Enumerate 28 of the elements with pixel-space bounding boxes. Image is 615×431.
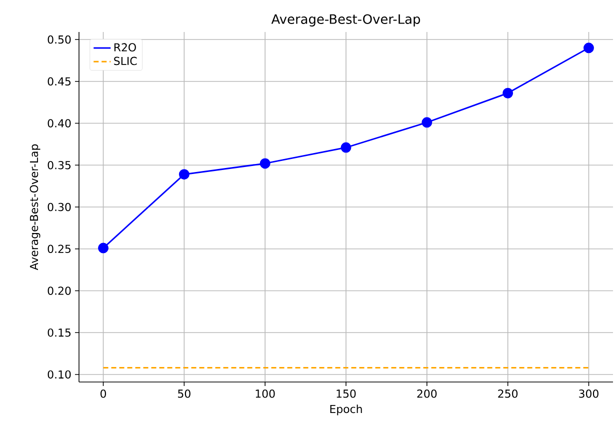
y-tick-label: 0.40: [48, 119, 71, 128]
x-tick-label: 50: [178, 390, 190, 398]
x-tick-label: 150: [336, 390, 356, 398]
legend-label: R2O: [114, 43, 136, 52]
point: [422, 117, 432, 128]
y-tick-label: 0.30: [48, 202, 71, 212]
point: [260, 158, 270, 169]
y-tick-label: 0.45: [48, 77, 71, 86]
y-tick-label: 0.10: [48, 370, 71, 379]
point: [340, 142, 352, 153]
x-axis-title: Epoch: [330, 404, 362, 416]
point: [583, 42, 594, 54]
point: [98, 242, 109, 254]
y-tick-label: 0.50: [48, 35, 71, 44]
y-axis-title: Average-Best-Over-Lap: [30, 144, 40, 270]
point: [178, 169, 190, 180]
x-tick-label: 300: [579, 390, 598, 398]
y-tick-label: 0.20: [48, 286, 71, 295]
y-tick-label: 0.25: [48, 244, 71, 254]
x-tick-label: 200: [417, 390, 437, 398]
x-tick-label: 100: [256, 390, 275, 398]
y-tick-label: 0.15: [48, 328, 71, 337]
y-tick-label: 0.35: [48, 160, 71, 170]
chart-title: Average-Best-Over-Lap: [271, 14, 420, 26]
x-tick-label: 250: [498, 390, 518, 398]
legend-label: SLIC: [114, 56, 137, 66]
point: [502, 88, 514, 98]
x-tick-label: 0: [100, 390, 106, 398]
